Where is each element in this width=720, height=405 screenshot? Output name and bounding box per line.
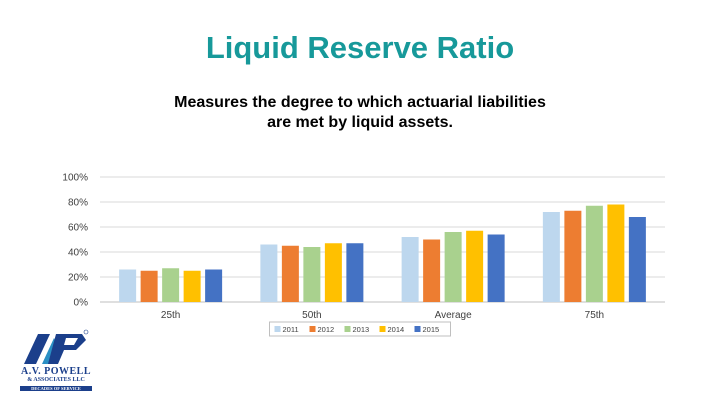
legend-swatch-2011	[274, 326, 281, 332]
bar-2015-75th	[628, 217, 646, 302]
company-logo: A.V. POWELL & ASSOCIATES LLC DECADES OF …	[20, 328, 92, 396]
bar-2011-25th	[119, 269, 137, 302]
x-tick-label: 75th	[585, 310, 604, 321]
x-tick-label: 50th	[302, 310, 321, 321]
bar-2013-75th	[585, 205, 603, 302]
bar-2012-Average	[423, 239, 441, 302]
bar-2011-50th	[260, 244, 278, 302]
logo-subtitle: & ASSOCIATES LLC	[27, 377, 85, 383]
legend-label-2015: 2015	[423, 325, 440, 334]
y-tick-label: 80%	[68, 198, 88, 209]
bar-2012-50th	[281, 245, 299, 302]
x-tick-label: 25th	[161, 310, 180, 321]
legend-label-2013: 2013	[353, 325, 370, 334]
bar-2015-Average	[487, 234, 505, 302]
logo-tagline: DECADES OF SERVICE	[20, 386, 92, 391]
legend-swatch-2014	[379, 326, 386, 332]
slide-title: Liquid Reserve Ratio	[205, 30, 515, 65]
legend-label-2011: 2011	[283, 325, 299, 334]
bar-2012-75th	[564, 210, 582, 302]
x-tick-label: Average	[435, 310, 473, 321]
bar-2015-25th	[205, 269, 223, 302]
legend-label-2014: 2014	[388, 325, 405, 334]
bar-2013-50th	[303, 247, 321, 302]
y-tick-label: 100%	[62, 173, 88, 184]
bar-2013-25th	[162, 268, 180, 302]
bar-2014-50th	[324, 243, 342, 302]
logo-name: A.V. POWELL	[20, 366, 92, 377]
y-tick-label: 40%	[68, 248, 88, 259]
legend-box	[269, 321, 451, 337]
bar-2014-Average	[466, 230, 484, 302]
chart-bars	[119, 204, 646, 302]
chart-legend: 2011 2012 2013 2014 2015	[269, 321, 451, 337]
legend-swatch-2015	[414, 326, 421, 332]
legend-swatch-2012	[309, 326, 316, 332]
slide-subtitle: Measures the degree to which actuarial l…	[110, 93, 610, 133]
x-axis-ticks: 25th 50th Average 75th	[161, 310, 604, 321]
bar-2014-75th	[607, 204, 625, 302]
y-tick-label: 20%	[68, 273, 88, 284]
avp-monogram-icon	[24, 329, 89, 364]
bar-2012-25th	[140, 270, 158, 302]
y-tick-label: 0%	[74, 298, 89, 309]
bar-2011-75th	[542, 212, 560, 302]
legend-label-2012: 2012	[318, 325, 335, 334]
y-axis-ticks: 0% 20% 40% 60% 80% 100%	[62, 173, 88, 309]
subtitle-line-1: Measures the degree to which actuarial l…	[174, 94, 546, 111]
y-tick-label: 60%	[68, 223, 88, 234]
legend-swatch-2013	[344, 326, 351, 332]
bar-2014-25th	[183, 270, 201, 302]
bar-2013-Average	[444, 232, 462, 302]
bar-2011-Average	[401, 237, 419, 302]
subtitle-line-2: are met by liquid assets.	[267, 114, 453, 131]
bar-2015-50th	[346, 243, 364, 302]
